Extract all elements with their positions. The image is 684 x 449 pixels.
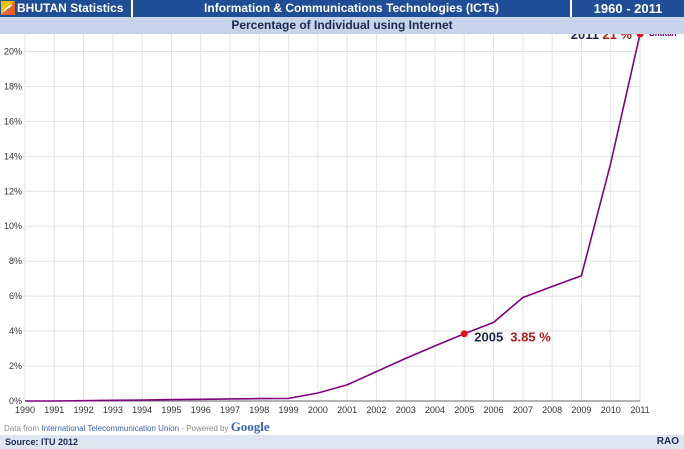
y-tick-label: 6% <box>9 291 22 301</box>
series-line-bhutan <box>25 33 641 402</box>
data-point <box>199 397 203 401</box>
data-point <box>374 370 378 374</box>
y-tick-label: 2% <box>9 361 22 371</box>
x-tick-label: 2011 <box>630 405 649 415</box>
y-tick-label: 8% <box>9 256 22 266</box>
x-tick-label: 2004 <box>425 405 445 415</box>
data-point <box>404 356 408 360</box>
data-point <box>257 397 261 401</box>
credit-powered: - Powered by <box>181 424 229 433</box>
annotation-value: 3.85 % <box>510 330 551 345</box>
data-point <box>140 398 144 402</box>
x-tick-label: 1995 <box>161 405 181 415</box>
x-tick-label: 2006 <box>484 405 504 415</box>
data-point <box>433 344 437 348</box>
data-point <box>345 383 349 387</box>
chart-area: 1990 1991 1992 1993 1994 1995 1996 1997 1998 1999… <box>0 27 684 418</box>
x-tick-label: 2001 <box>337 405 357 415</box>
annotation-year: 2005 <box>474 330 503 345</box>
y-tick-label: 16% <box>4 116 22 126</box>
annotation-year: 2011 <box>571 34 599 42</box>
topic-title: Information & Communications Technologie… <box>133 0 570 17</box>
highlight-point <box>636 30 644 38</box>
data-point <box>287 396 291 400</box>
y-tick-label: 18% <box>4 81 22 91</box>
x-tick-label: 2005 <box>454 405 474 415</box>
data-credit: Data from International Telecommunicatio… <box>4 420 270 436</box>
y-tick-label: 4% <box>9 326 22 336</box>
source-text: Source: ITU 2012 <box>5 437 79 447</box>
bhutan-flag-icon <box>1 1 15 15</box>
y-tick-label: 0% <box>9 396 22 406</box>
x-tick-label: 2007 <box>513 405 533 415</box>
annotation-value: 21 % <box>602 34 632 42</box>
data-point <box>111 398 115 402</box>
rao-brand: RAO <box>656 436 679 447</box>
highlight-point <box>460 330 468 338</box>
y-tick-label: 20% <box>4 46 22 56</box>
footer-bar: Source: ITU 2012 RAO <box>0 435 684 449</box>
data-point <box>492 320 496 324</box>
x-tick-label: 2008 <box>542 405 562 415</box>
x-tick-label: 2009 <box>571 405 591 415</box>
x-tick-label: 1991 <box>44 405 64 415</box>
y-tick-label: 12% <box>4 186 22 196</box>
x-tick-label: 2003 <box>396 405 416 415</box>
data-point <box>316 391 320 395</box>
x-tick-label: 1997 <box>220 405 240 415</box>
data-point <box>52 399 56 403</box>
y-tick-label: 14% <box>4 151 22 161</box>
data-point <box>521 296 525 300</box>
x-tick-label: 2010 <box>601 405 621 415</box>
data-point <box>550 285 554 289</box>
x-tick-label: 1998 <box>249 405 269 415</box>
x-tick-label: 1994 <box>132 405 152 415</box>
x-tick-label: 1996 <box>191 405 211 415</box>
x-tick-label: 1990 <box>15 405 35 415</box>
country-label: BHUTAN Statistics <box>17 1 124 15</box>
x-tick-label: 1992 <box>74 405 94 415</box>
year-range: 1960 - 2011 <box>572 0 684 17</box>
data-point <box>579 274 583 278</box>
itu-link[interactable]: International Telecommunication Union <box>41 424 180 433</box>
line-chart: 1990 1991 1992 1993 1994 1995 1996 1997 1998 1999… <box>4 27 677 415</box>
data-point <box>82 399 86 403</box>
x-tick-label: 1993 <box>103 405 123 415</box>
series-label: Bhutan <box>649 34 677 38</box>
chart-subtitle: Percentage of Individual using Internet <box>0 17 684 34</box>
data-point <box>169 398 173 402</box>
country-header: BHUTAN Statistics <box>0 0 131 17</box>
y-tick-label: 10% <box>4 221 22 231</box>
title-bar: BHUTAN Statistics Information & Communic… <box>0 0 684 17</box>
data-point <box>609 161 613 165</box>
data-point <box>228 397 232 401</box>
google-logo: Google <box>230 419 270 434</box>
credit-prefix: Data from <box>4 424 40 433</box>
x-tick-label: 2002 <box>366 405 386 415</box>
data-point <box>23 399 27 403</box>
x-tick-label: 2000 <box>308 405 328 415</box>
x-tick-label: 1999 <box>279 405 299 415</box>
